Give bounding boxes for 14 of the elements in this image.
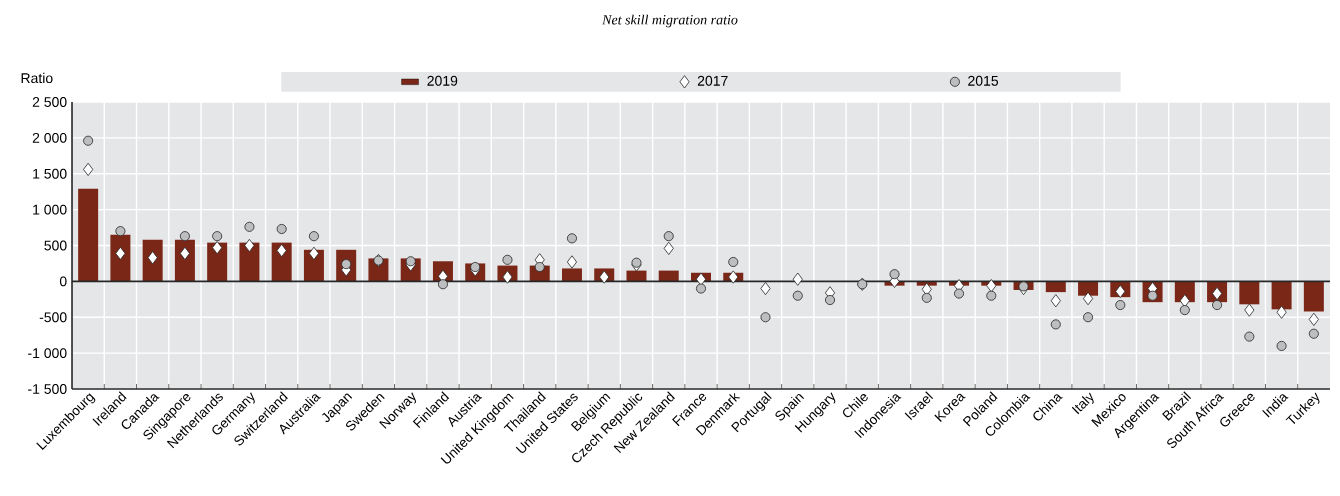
y-tick-label: 500 <box>44 240 67 251</box>
y-tick-label: 0 <box>59 276 67 287</box>
y-tick-label: 2 000 <box>32 132 67 143</box>
legend-label: 2019 <box>427 75 458 86</box>
y-axis-title: Ratio <box>21 72 53 84</box>
y-tick-label: -500 <box>39 312 67 323</box>
legend-label: 2017 <box>697 75 728 86</box>
y-tick-label: 1 500 <box>33 168 67 179</box>
y-tick-label: -1 000 <box>28 348 67 359</box>
y-tick-label: -1 500 <box>28 384 67 394</box>
chart-subtitle: Net skill migration ratio <box>602 14 738 28</box>
legend-label: 2015 <box>968 75 999 86</box>
y-tick-label: 1 000 <box>33 204 67 215</box>
y-tick-label: 2 500 <box>32 97 67 107</box>
